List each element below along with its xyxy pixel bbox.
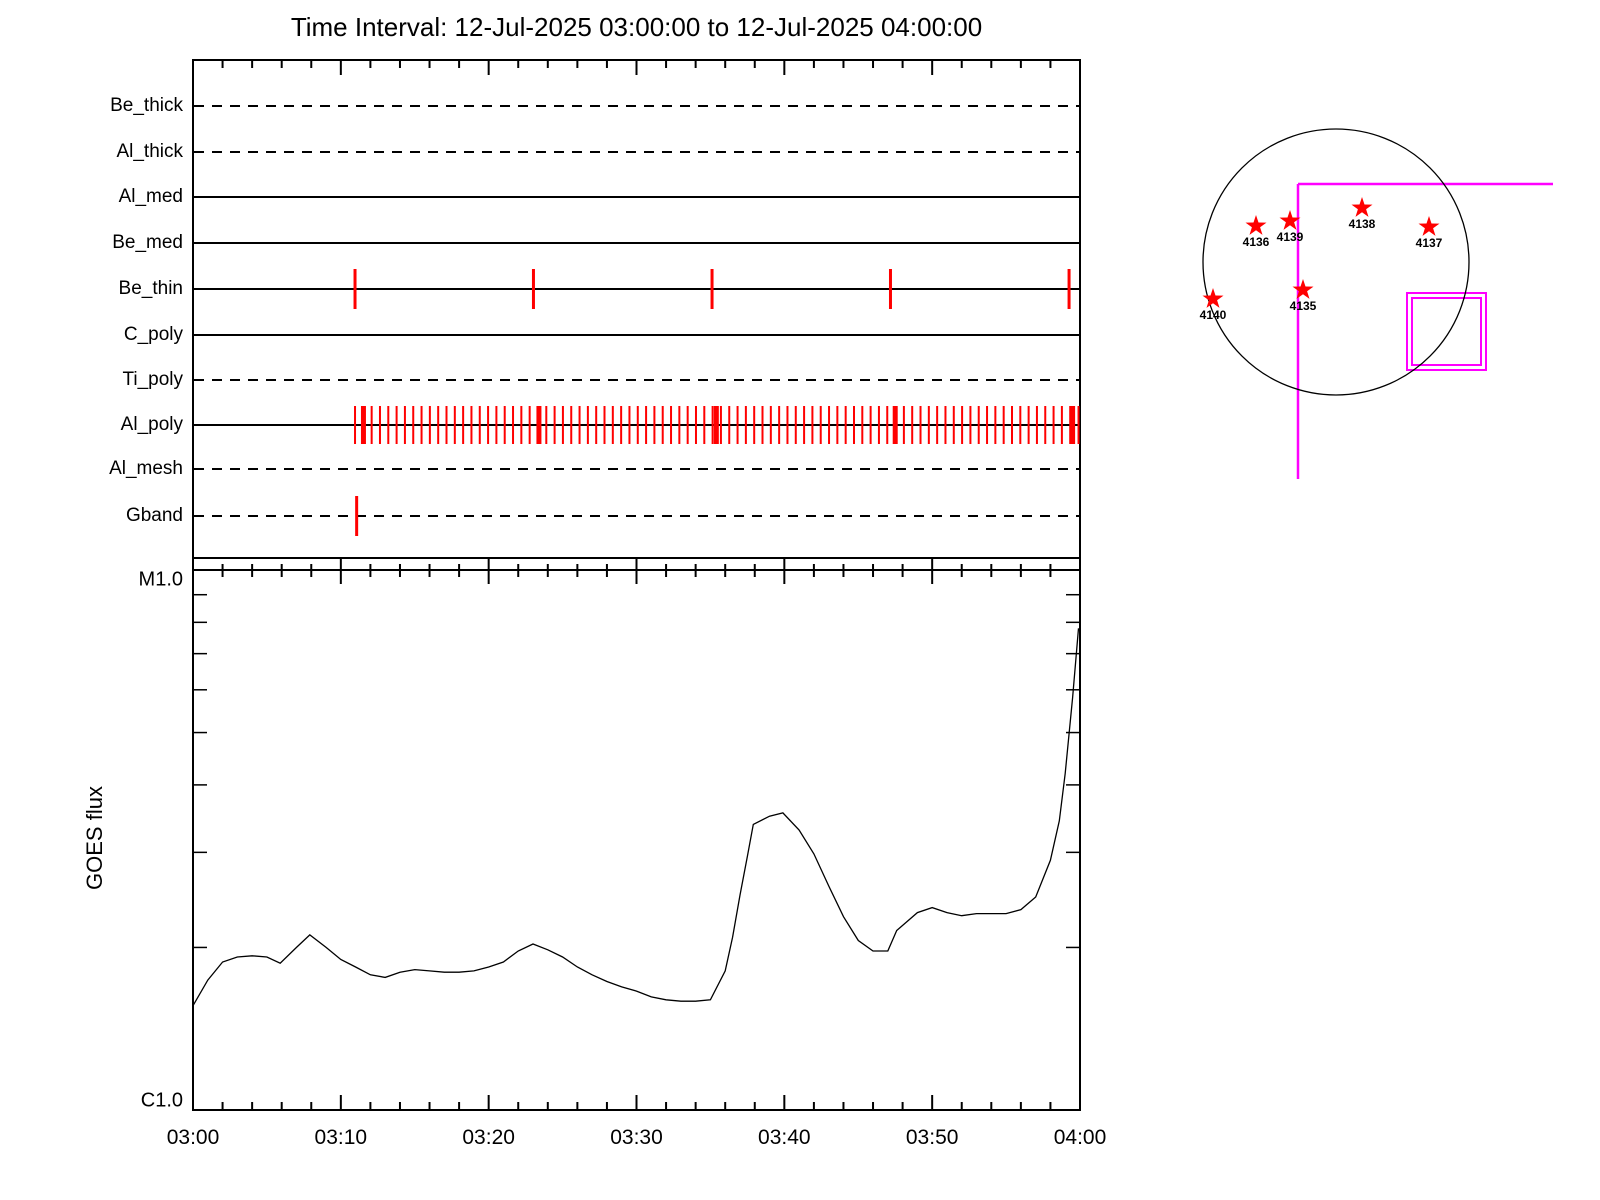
xtick-0330: 03:30 [610, 1126, 663, 1149]
filter-label-al-poly: Al_poly [120, 414, 183, 435]
active-region-star-4140 [1202, 288, 1224, 308]
filter-label-be-thin: Be_thin [118, 278, 183, 299]
active-region-star-4138 [1351, 197, 1373, 217]
region-label-4137: 4137 [1415, 236, 1443, 250]
active-region-star-4139 [1279, 210, 1301, 230]
goes-ymin-label: C1.0 [140, 1089, 183, 1112]
filter-label-be-thick: Be_thick [110, 95, 183, 116]
goes-flux-curve [192, 628, 1080, 1007]
fov-boundary-lines [1296, 182, 1553, 479]
xtick-0320: 03:20 [462, 1126, 515, 1149]
region-label-4136: 4136 [1242, 235, 1270, 249]
xtick-0300: 03:00 [166, 1126, 220, 1149]
panel-axes [192, 59, 1081, 1111]
filter-label-c-poly: C_poly [123, 324, 183, 345]
solar-limb-circle [1202, 128, 1470, 396]
active-region-star-4136 [1245, 215, 1267, 235]
filter-label-gband: Gband [125, 505, 183, 526]
event-ticks-Be_thin [353, 269, 1071, 309]
filter-label-ti-poly: Ti_poly [122, 369, 183, 390]
active-region-stars [1202, 197, 1440, 308]
active-region-star-4135 [1292, 279, 1314, 299]
event-ticks-Al_poly [354, 406, 1080, 444]
region-label-4139: 4139 [1276, 230, 1304, 244]
xtick-0310: 03:10 [314, 1126, 368, 1149]
active-region-star-4137 [1418, 216, 1440, 236]
xtick-0350: 03:50 [905, 1126, 959, 1149]
region-label-4135: 4135 [1289, 299, 1317, 313]
plot-title: Time Interval: 12-Jul-2025 03:00:00 to 1… [290, 12, 983, 42]
filter-label-be-med: Be_med [112, 232, 183, 253]
region-label-4140: 4140 [1199, 308, 1227, 322]
filter-label-al-mesh: Al_mesh [109, 458, 183, 479]
target-fov-box [1406, 292, 1487, 371]
xtick-0340: 03:40 [758, 1126, 811, 1149]
filter-label-al-med: Al_med [118, 186, 183, 207]
solar-map [1202, 128, 1553, 479]
region-label-4138: 4138 [1348, 217, 1376, 231]
xtick-0400: 04:00 [1053, 1126, 1107, 1149]
goes-y-axis-title: GOES flux [82, 786, 107, 890]
filter-label-al-thick: Al_thick [116, 141, 183, 162]
goes-ymax-label: M1.0 [138, 568, 183, 591]
filter-timeline-rows [194, 105, 1080, 536]
